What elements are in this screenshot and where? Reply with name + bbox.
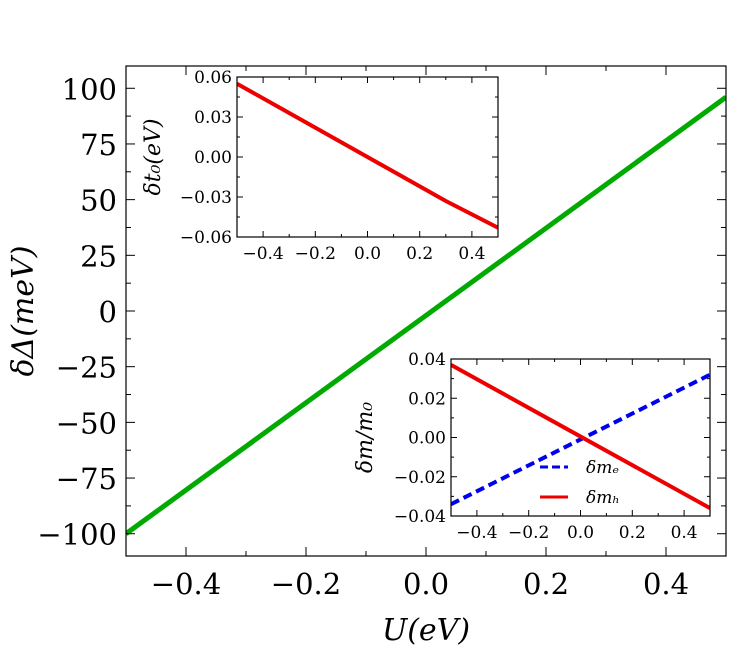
inset-top-series-line-0	[237, 81, 498, 230]
inset-bottom-ytick-label: −0.04	[394, 507, 446, 527]
main-xtick-label: −0.4	[151, 567, 221, 601]
inset-bottom-ytick-label: −0.02	[394, 468, 446, 488]
inset-top-ytick-label: 0.00	[194, 148, 232, 168]
inset-top-ytick-label: 0.03	[194, 108, 232, 128]
inset-bottom-xtick-label: −0.4	[456, 523, 497, 543]
chart-inset-top: −0.4 −0.2 0.0 0.2 0.4 −0.06 −0.03 0.00 0.03 0.06 δ…	[141, 68, 499, 264]
main-ytick-label: −75	[56, 462, 117, 496]
main-ytick-label: −50	[56, 406, 117, 440]
inset-bottom-xtick-label: 0.2	[619, 523, 646, 543]
inset-top-frame	[236, 76, 499, 238]
inset-bottom-legend: δmₑ δmₕ	[540, 458, 620, 508]
main-ytick-label: 100	[62, 72, 117, 106]
main-y-axis-label: δΔ(meV)	[6, 245, 41, 376]
main-frame	[125, 65, 727, 557]
inset-top-xtick-label: 0.4	[458, 244, 485, 264]
inset-top-xtick-label: −0.4	[242, 244, 283, 264]
inset-bottom-xtick-label: 0.4	[671, 523, 698, 543]
main-xtick-label: 0.0	[403, 567, 449, 601]
inset-bottom-series-line-1	[451, 363, 710, 510]
inset-bottom-ytick-label: 0.00	[408, 429, 446, 449]
inset-bottom-xtick-label: −0.2	[508, 523, 549, 543]
main-ytick-label: 25	[80, 239, 117, 273]
inset-top-xtick-label: −0.2	[295, 244, 336, 264]
chart-inset-bottom: −0.4 −0.2 0.0 0.2 0.4 −0.04 −0.02 0.00 0.02 0.04 δ…	[353, 350, 711, 543]
inset-top-ytick-label: −0.06	[180, 228, 232, 248]
inset-bottom-frame	[450, 358, 711, 517]
inset-bottom-ytick-label: 0.04	[408, 350, 446, 370]
inset-top-ytick-label: 0.06	[194, 68, 232, 88]
inset-bottom-legend-label-1: δmₕ	[586, 488, 620, 508]
inset-top-y-axis-label: δt₀(eV)	[141, 119, 166, 196]
main-xtick-label: 0.2	[523, 567, 569, 601]
main-ytick-label: −25	[56, 351, 117, 385]
main-ytick-label: 50	[80, 184, 117, 218]
main-xtick-label: −0.2	[271, 567, 341, 601]
inset-top-ytick-label: −0.03	[180, 188, 232, 208]
inset-bottom-y-axis-label: δm/m₀	[353, 402, 378, 473]
inset-bottom-series-line-0	[451, 372, 710, 506]
main-ytick-label: 0	[99, 295, 117, 329]
inset-top-xtick-label: 0.2	[406, 244, 433, 264]
main-series-line-0	[126, 95, 726, 536]
main-ytick-label: 75	[80, 128, 117, 162]
main-ytick-label: −100	[37, 518, 117, 552]
inset-bottom-ytick-label: 0.02	[408, 389, 446, 409]
main-x-axis-label: U(eV)	[382, 613, 470, 648]
inset-bottom-legend-label-0: δmₑ	[586, 458, 619, 478]
inset-bottom-xtick-label: 0.0	[567, 523, 594, 543]
main-xtick-label: 0.4	[643, 567, 689, 601]
inset-top-xtick-label: 0.0	[354, 244, 381, 264]
